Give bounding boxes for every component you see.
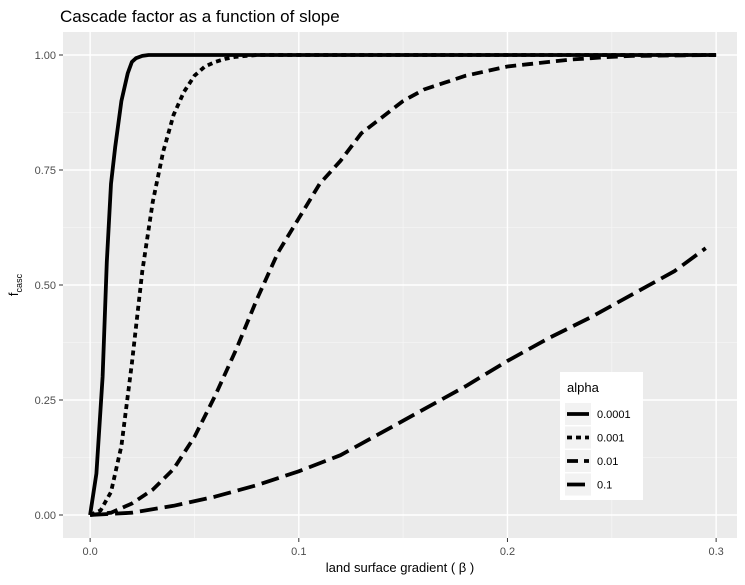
x-axis-title: land surface gradient ( β ): [326, 560, 474, 575]
legend: alpha 0.0001 0.001 0.01 0.1: [560, 372, 643, 500]
y-axis-title: fcasc: [6, 273, 24, 296]
y-tick-label: 0.75: [35, 165, 56, 177]
series-line-0-0001: [88, 53, 717, 516]
x-tick-label: 0.3: [708, 546, 723, 558]
axes: 0.0 0.1 0.2 0.3 0.00 0.25 0.50 0.75 1.00: [35, 50, 724, 558]
y-axis-title-main: f: [6, 292, 21, 296]
x-tick-label: 0.2: [500, 546, 515, 558]
y-tick-label: 0.25: [35, 395, 56, 407]
legend-label: 0.01: [597, 456, 618, 468]
series-line-0-01: [89, 53, 717, 517]
legend-label: 0.001: [597, 433, 625, 445]
y-tick-label: 0.50: [35, 280, 56, 292]
series-layer: [88, 53, 717, 517]
series-line-0-001: [89, 53, 717, 517]
x-tick-label: 0.0: [82, 546, 97, 558]
legend-label: 0.0001: [597, 409, 631, 421]
y-tick-label: 1.00: [35, 50, 56, 62]
series-line-0-1: [89, 246, 707, 517]
y-axis-title-subscript: casc: [14, 273, 24, 292]
chart-title: Cascade factor as a function of slope: [60, 7, 340, 26]
grid-lines: [63, 32, 737, 538]
legend-title: alpha: [567, 380, 600, 395]
y-tick-label: 0.00: [35, 510, 56, 522]
x-tick-label: 0.1: [291, 546, 306, 558]
legend-label: 0.1: [597, 480, 612, 492]
